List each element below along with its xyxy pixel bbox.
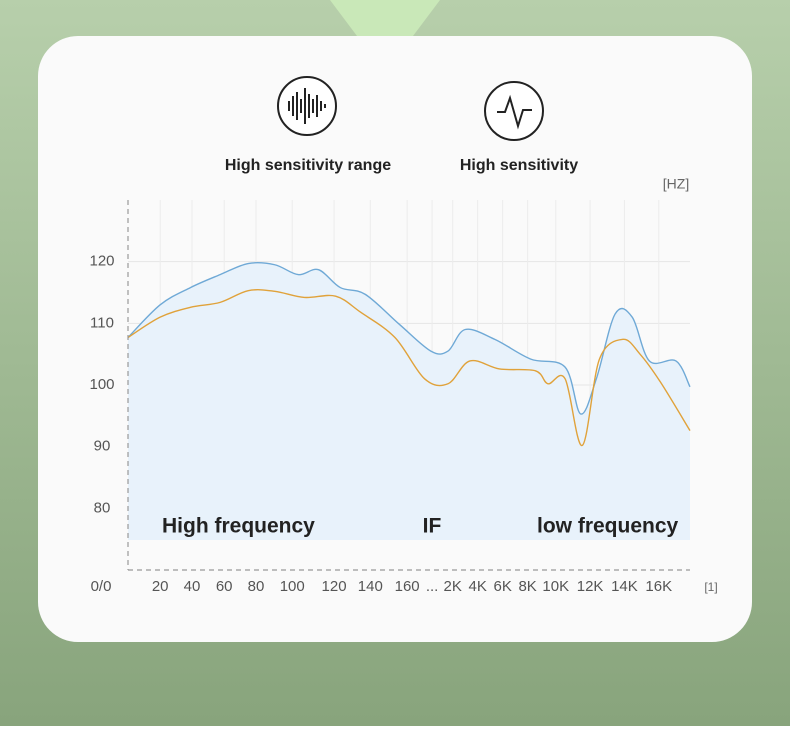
x-tick-label: 80 [248, 578, 265, 595]
annotation: IF [423, 515, 442, 538]
x-tick-label: 14K [611, 578, 638, 595]
line [127, 289, 691, 447]
x-tick-label: 12K [577, 578, 604, 595]
icon-wave [277, 76, 337, 136]
x-tick-label: 16K [645, 578, 672, 595]
x-tick-label: 20 [152, 578, 169, 595]
x-tick-label: 60 [216, 578, 233, 595]
x-tick-label: 160 [395, 578, 420, 595]
origin-label: 0/0 [91, 578, 112, 595]
y-tick-label: 100 [89, 376, 114, 393]
x-tick-label: 40 [184, 578, 201, 595]
y-tick-label: 110 [90, 314, 114, 331]
x-tick-label: 6K [493, 578, 511, 595]
x-tick-label: 10K [542, 578, 569, 595]
y-axis-label: [HZ] [663, 176, 689, 192]
area-fill [128, 289, 690, 540]
legend-label: High sensitivity range [225, 157, 391, 174]
icon-wave-bars [288, 88, 326, 124]
y-tick-label: 80 [94, 499, 111, 516]
annotation: low frequency [537, 515, 679, 538]
x-tick-label: 140 [358, 578, 383, 595]
decoration [330, 0, 440, 40]
x-tick-label: ... [426, 578, 439, 595]
x-tick-label: 100 [280, 578, 305, 595]
x-tick-label: 2K [444, 578, 462, 595]
x-tick-label: 8K [518, 578, 536, 595]
annotation: High frequency [162, 515, 315, 538]
legend-label: High sensitivity [460, 157, 578, 174]
line [127, 261, 691, 415]
plot: 80 90 100 110 120 20 40 60 80 100 120 140 160... 2K 4K… [89, 200, 691, 595]
y-tick-label: 120 [89, 253, 114, 270]
y-tick-label: 90 [94, 438, 111, 455]
x-tick-label: 120 [322, 578, 347, 595]
x-tick-label: 4K [469, 578, 487, 595]
x-axis-label: [1] [704, 580, 717, 594]
icon-pulse-line [497, 94, 532, 130]
